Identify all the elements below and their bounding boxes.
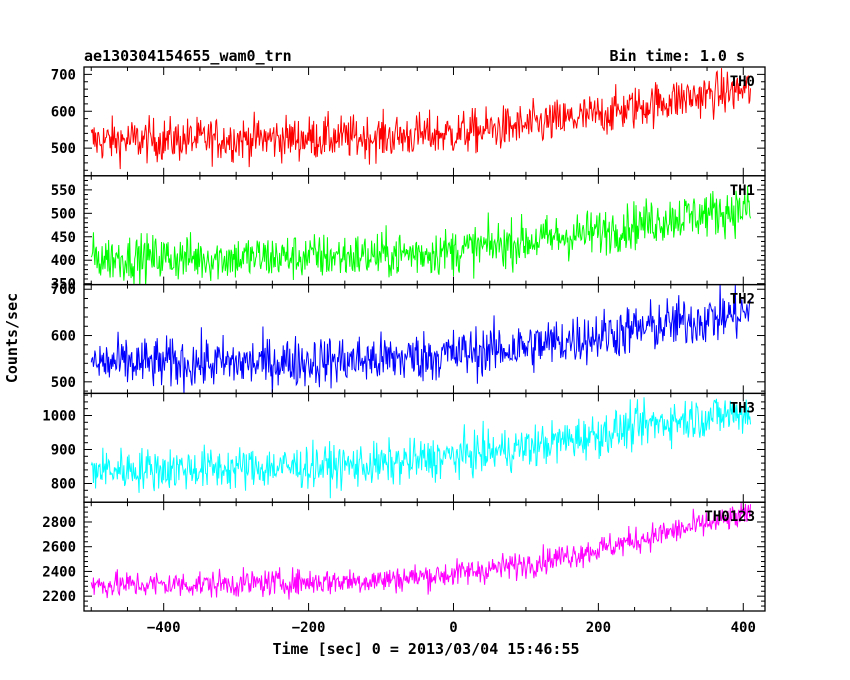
- panel-th0123: 2200 2400 2600 2800 TH0123: [42, 501, 766, 612]
- y-axis-label: Counts/sec: [3, 293, 21, 383]
- panel-th1: 350 400 450 500 550 TH1: [51, 175, 766, 293]
- series-th2: [90, 284, 751, 394]
- y-tick-label: 600: [51, 329, 76, 345]
- y-tick-label: 400: [51, 253, 76, 269]
- panel-frame: [83, 501, 766, 612]
- y-tick-label: 800: [51, 477, 76, 493]
- x-tick-label: −400: [147, 620, 181, 636]
- series-th0: [90, 68, 752, 170]
- panel-label-th1: TH1: [730, 183, 755, 199]
- y-tick-label: 550: [51, 183, 76, 199]
- x-tick-label: 200: [586, 620, 611, 636]
- y-tick-label: 2600: [42, 540, 76, 556]
- series-th0123: [90, 502, 752, 600]
- y-tick-label: 700: [51, 67, 76, 83]
- x-tick-label: 400: [731, 620, 756, 636]
- panel-label-th2: TH2: [730, 292, 755, 308]
- x-tick-label: −200: [292, 620, 326, 636]
- y-tick-label: 500: [51, 206, 76, 222]
- x-tick-labels: −400 −200 0 200 400: [147, 620, 756, 636]
- panel-label-th3: TH3: [730, 400, 755, 416]
- y-tick-label: 1000: [42, 409, 76, 425]
- y-tick-label: 500: [51, 375, 76, 391]
- series-th1: [90, 185, 751, 285]
- y-tick-label: 2400: [42, 564, 76, 580]
- series-th3: [90, 397, 752, 499]
- y-tick-label: 2200: [42, 589, 76, 605]
- panels-group: 500 600 700 TH0 350 400 450 500 550 TH1 500 600 700 T…: [42, 66, 766, 612]
- panel-th3: 800 900 1000 TH3: [42, 392, 766, 503]
- y-tick-label: 500: [51, 141, 76, 157]
- y-tick-label: 450: [51, 230, 76, 246]
- y-tick-label: 350: [51, 277, 76, 293]
- y-tick-label: 600: [51, 104, 76, 120]
- panel-label-th0: TH0: [730, 74, 755, 90]
- y-tick-label: 700: [51, 282, 76, 298]
- y-tick-label: 2800: [42, 515, 76, 531]
- chart-title: ae130304154655_wam0_trn: [84, 47, 292, 65]
- x-tick-label: 0: [449, 620, 457, 636]
- panel-th0: 500 600 700 TH0: [51, 66, 766, 177]
- bin-time-label: Bin time: 1.0 s: [610, 47, 745, 65]
- x-axis-label: Time [sec] 0 = 2013/03/04 15:46:55: [272, 640, 579, 658]
- y-tick-label: 900: [51, 443, 76, 459]
- panel-label-th0123: TH0123: [704, 509, 755, 525]
- panel-th2: 500 600 700 TH2: [51, 282, 766, 395]
